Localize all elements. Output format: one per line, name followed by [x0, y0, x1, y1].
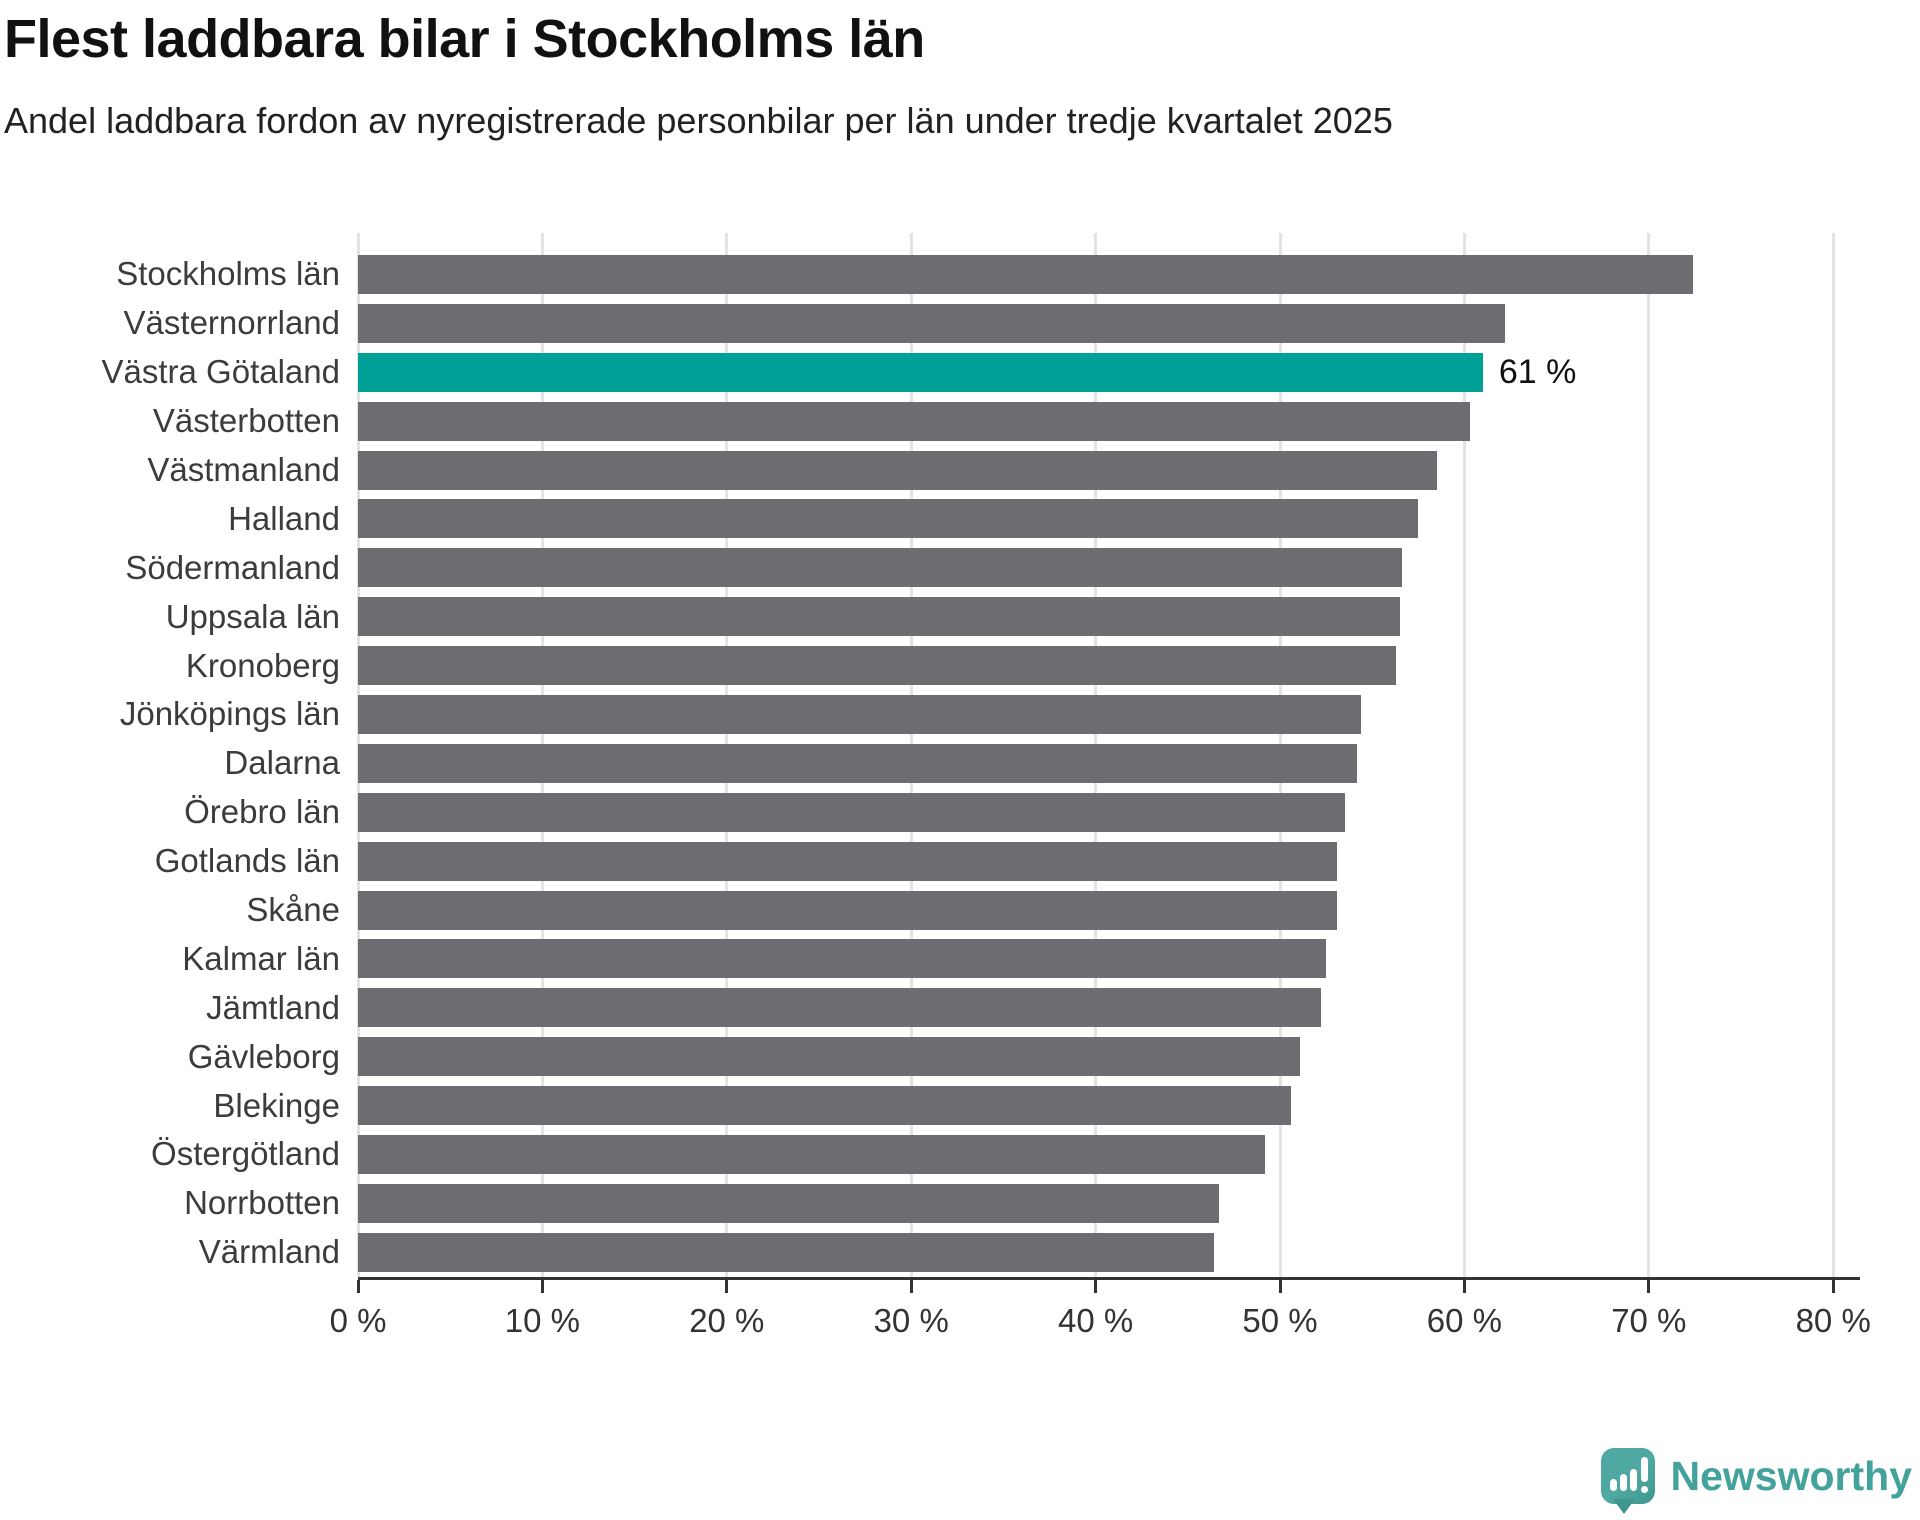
county-label: Gävleborg — [187, 1037, 340, 1075]
county-label: Södermanland — [125, 548, 340, 586]
county-label: Dalarna — [224, 744, 340, 782]
table-row: Blekinge — [0, 1081, 1860, 1130]
tick-mark — [540, 1280, 544, 1293]
tick-mark — [1462, 1280, 1466, 1293]
tick-mark — [725, 1280, 729, 1293]
newsworthy-branding: Newsworthy — [1600, 1448, 1913, 1514]
county-label: Örebro län — [184, 793, 340, 831]
tick-label: 0 % — [329, 1302, 387, 1339]
value-bar — [358, 646, 1397, 686]
value-bar — [358, 1134, 1266, 1174]
logo-speech-tail — [1612, 1499, 1635, 1514]
tick-mark — [909, 1280, 913, 1293]
table-row: Västra Götaland 61 % — [0, 348, 1860, 397]
county-label: Blekinge — [213, 1086, 340, 1124]
county-label: Östergötland — [151, 1135, 340, 1173]
value-bar — [358, 694, 1362, 734]
brand-name: Newsworthy — [1670, 1452, 1913, 1499]
table-row: Västerbotten — [0, 397, 1860, 446]
newsworthy-logo-icon — [1600, 1448, 1655, 1514]
value-bar — [358, 743, 1358, 783]
county-label: Kronoberg — [185, 646, 340, 684]
table-row: Dalarna — [0, 739, 1860, 788]
value-bar — [358, 401, 1470, 441]
table-row: Skåne — [0, 886, 1860, 935]
table-row: Östergötland — [0, 1130, 1860, 1179]
table-row: Örebro län — [0, 788, 1860, 837]
county-label: Västernorrland — [123, 304, 340, 342]
value-bar — [358, 499, 1419, 539]
county-label: Halland — [228, 499, 340, 537]
county-label: Jämtland — [206, 988, 340, 1026]
table-row: Västernorrland — [0, 299, 1860, 348]
tick-mark — [1278, 1280, 1282, 1293]
county-label: Västmanland — [147, 451, 340, 488]
value-bar — [358, 1232, 1214, 1272]
value-bar — [358, 792, 1345, 832]
table-row: Jämtland — [0, 983, 1860, 1032]
tick-mark — [1094, 1280, 1098, 1293]
county-label: Värmland — [198, 1233, 340, 1271]
table-row: Värmland — [0, 1228, 1860, 1277]
county-label: Skåne — [246, 891, 340, 929]
tick-label: 20 % — [689, 1302, 765, 1339]
county-label: Uppsala län — [165, 597, 340, 635]
tick-mark — [1831, 1280, 1835, 1293]
table-row: Gotlands län — [0, 837, 1860, 886]
tick-label: 10 % — [504, 1302, 580, 1339]
table-row: Gävleborg — [0, 1032, 1860, 1081]
value-bar — [358, 890, 1338, 930]
table-row: Västmanland — [0, 446, 1860, 495]
tick-mark — [356, 1280, 360, 1293]
value-bar — [358, 1086, 1292, 1126]
gridline — [1647, 233, 1651, 1277]
county-label: Norrbotten — [184, 1184, 340, 1222]
table-row: Jönköpings län — [0, 690, 1860, 739]
table-row: Norrbotten — [0, 1179, 1860, 1228]
logo-exclamation-icon — [1640, 1457, 1648, 1482]
county-label: Kalmar län — [182, 939, 340, 977]
value-bar — [358, 254, 1694, 294]
logo-chart-bar-icon — [1629, 1469, 1637, 1491]
table-row: Uppsala län — [0, 592, 1860, 641]
county-label: Västerbotten — [152, 402, 340, 440]
county-label: Gotlands län — [154, 842, 340, 880]
tick-label: 60 % — [1426, 1302, 1502, 1339]
value-bar — [358, 1183, 1220, 1223]
value-bar — [358, 597, 1400, 637]
tick-label: 50 % — [1242, 1302, 1318, 1339]
table-row: Halland — [0, 494, 1860, 543]
tick-label: 30 % — [873, 1302, 949, 1339]
table-row: Kronoberg — [0, 641, 1860, 690]
tick-label: 70 % — [1611, 1302, 1687, 1339]
county-label: Västra Götaland — [101, 353, 340, 391]
value-bar — [358, 1037, 1301, 1077]
value-bar — [358, 303, 1505, 343]
logo-exclamation-dot-icon — [1640, 1486, 1648, 1493]
tick-label: 40 % — [1057, 1302, 1134, 1339]
county-label: Jönköpings län — [119, 695, 340, 733]
gridline — [1462, 233, 1466, 1277]
value-bar — [358, 841, 1338, 881]
tick-mark — [1647, 1280, 1651, 1293]
value-bar — [358, 450, 1437, 490]
gridline — [1831, 233, 1835, 1277]
county-label: Stockholms län — [116, 255, 340, 293]
logo-chart-bar-icon — [1609, 1479, 1617, 1491]
table-row: Södermanland — [0, 543, 1860, 592]
tick-label: 80 % — [1795, 1302, 1871, 1339]
highlight-value-label: 61 % — [1498, 352, 1577, 391]
page-subtitle: Andel laddbara fordon av nyregistrerade … — [4, 100, 1393, 141]
page-title: Flest laddbara bilar i Stockholms län — [4, 9, 925, 69]
bar-rows: Stockholms län Västernorrland Västra Göt… — [0, 250, 1860, 1277]
table-row: Stockholms län — [0, 250, 1860, 299]
value-bar — [358, 352, 1483, 392]
x-axis-line — [358, 1277, 1860, 1280]
logo-chart-bar-icon — [1619, 1474, 1627, 1491]
value-bar — [358, 939, 1327, 979]
value-bar — [358, 548, 1402, 588]
value-bar — [358, 988, 1321, 1028]
table-row: Kalmar län — [0, 934, 1860, 983]
